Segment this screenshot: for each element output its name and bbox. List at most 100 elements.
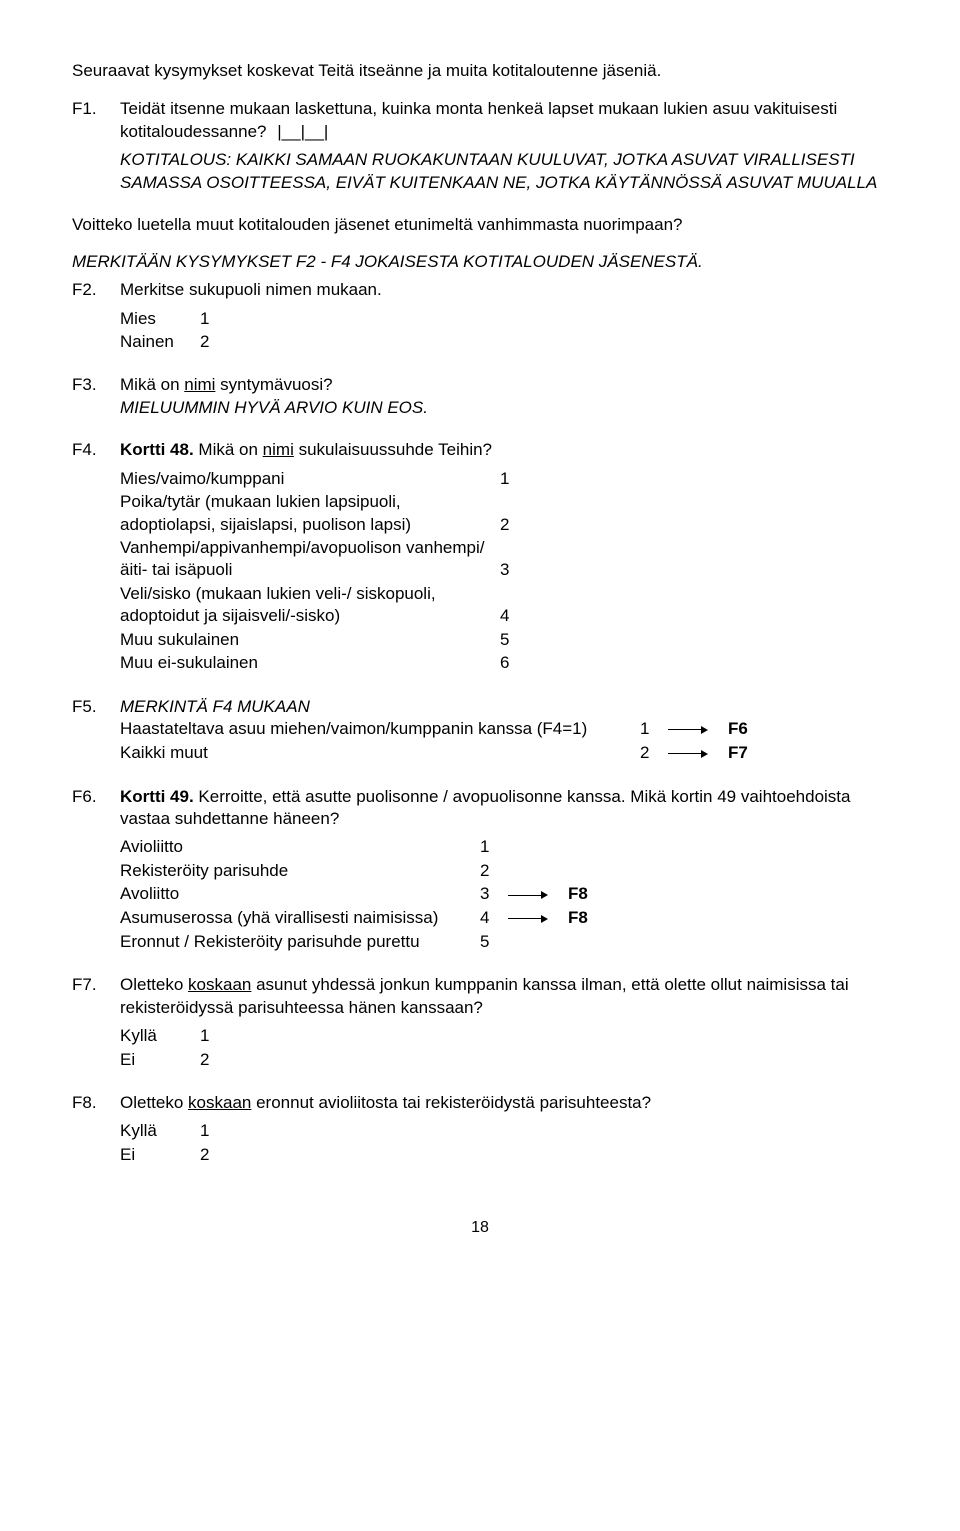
option-number: 1 [200,1025,228,1048]
question-text: Oletteko koskaan eronnut avioliitosta ta… [120,1093,651,1112]
question-f3: F3. Mikä on nimi syntymävuosi? MIELUUMMI… [72,374,888,419]
option-row: Mies/vaimo/kumppani1 [120,468,528,491]
text-fragment: Kerroitte, että asutte puolisonne / avop… [120,787,850,828]
option-text: Avoliitto [120,883,480,907]
question-text: Mikä on nimi syntymävuosi? [120,375,333,394]
option-number: 5 [480,931,508,954]
options-f2: Mies 1 Nainen 2 [120,308,228,355]
option-text: Avioliitto [120,836,480,859]
question-f4: F4. Kortti 48. Mikä on nimi sukulaisuuss… [72,439,888,675]
option-row: Ei2 [120,1049,228,1072]
option-text: Poika/tytär (mukaan lukien lapsipuoli, a… [120,491,500,537]
question-text: Merkitse sukupuoli nimen mukaan. [120,279,888,301]
option-row: Kyllä1 [120,1025,228,1048]
underlined: koskaan [188,1093,251,1112]
text-fragment: Mikä on [120,375,184,394]
card-ref: Kortti 49. [120,787,194,806]
page-number: 18 [72,1217,888,1238]
goto-label: F7 [728,742,748,766]
option-number: 1 [200,308,228,331]
question-label: F5. [72,696,120,766]
option-text: Haastateltava asuu miehen/vaimon/kumppan… [120,718,640,742]
option-row: Veli/sisko (mukaan lukien veli-/ siskopu… [120,583,528,629]
routing-f5: Haastateltava asuu miehen/vaimon/kumppan… [120,718,748,765]
question-text: Oletteko koskaan asunut yhdessä jonkun k… [120,975,849,1016]
option-text: Muu ei-sukulainen [120,652,500,675]
text-fragment: eronnut avioliitosta tai rekisteröidystä… [251,1093,651,1112]
option-text: Kaikki muut [120,742,640,766]
option-number: 3 [480,883,508,907]
option-text: Kyllä [120,1025,200,1048]
arrow-icon [668,718,728,742]
goto-label: F6 [728,718,748,742]
option-number: 1 [500,468,528,491]
option-row: Asumuserossa (yhä virallisesti naimisiss… [120,907,588,931]
intro-text: Seuraavat kysymykset koskevat Teitä itse… [72,60,888,82]
question-f1: F1. Teidät itsenne mukaan laskettuna, ku… [72,98,888,194]
routing-row: Kaikki muut 2 F7 [120,742,748,766]
option-number: 6 [500,652,528,675]
question-label: F1. [72,98,120,194]
text-fragment: Oletteko [120,975,188,994]
option-text: Veli/sisko (mukaan lukien veli-/ siskopu… [120,583,500,629]
option-row: Avoliitto3 F8 [120,883,588,907]
option-row: Kyllä1 [120,1120,228,1143]
option-row: Ei2 [120,1144,228,1167]
option-row: Muu ei-sukulainen6 [120,652,528,675]
option-number: 1 [640,718,668,742]
underlined: nimi [263,440,294,459]
options-f6: Avioliitto1 Rekisteröity parisuhde2 Avol… [120,836,588,954]
option-number: 4 [500,583,528,629]
option-row: Vanhempi/appivanhempi/avopuolison vanhem… [120,537,528,583]
option-number: 2 [480,860,508,883]
text-fragment: Oletteko [120,1093,188,1112]
option-number: 2 [200,1049,228,1072]
options-f4: Mies/vaimo/kumppani1 Poika/tytär (mukaan… [120,468,528,676]
text-fragment: syntymävuosi? [215,375,332,394]
option-number: 2 [640,742,668,766]
option-text: Mies [120,308,200,331]
question-label: F3. [72,374,120,419]
goto-label: F8 [568,883,588,907]
arrow-icon [668,742,728,766]
option-row: Nainen 2 [120,331,228,354]
option-number: 1 [200,1120,228,1143]
option-number: 2 [200,331,228,354]
question-f2: F2. Merkitse sukupuoli nimen mukaan. Mie… [72,279,888,354]
interviewer-note: KOTITALOUS: KAIKKI SAMAAN RUOKAKUNTAAN K… [120,149,888,194]
question-label: F4. [72,439,120,675]
interviewer-note: MIELUUMMIN HYVÄ ARVIO KUIN EOS. [120,397,888,419]
text-fragment: sukulaisuussuhde Teihin? [294,440,492,459]
arrow-icon [508,883,568,907]
option-text: Ei [120,1144,200,1167]
question-text: Kortti 48. Mikä on nimi sukulaisuussuhde… [120,440,492,459]
arrow-icon [508,907,568,931]
routing-row: Haastateltava asuu miehen/vaimon/kumppan… [120,718,748,742]
question-text: Kortti 49. Kerroitte, että asutte puolis… [120,787,850,828]
option-row: Avioliitto1 [120,836,588,859]
option-text: Kyllä [120,1120,200,1143]
question-label: F6. [72,786,120,955]
option-text: Rekisteröity parisuhde [120,860,480,883]
option-text: Ei [120,1049,200,1072]
options-f7: Kyllä1 Ei2 [120,1025,228,1072]
question-label: F8. [72,1092,120,1167]
goto-label: F8 [568,907,588,931]
option-number: 5 [500,629,528,652]
list-members-prompt: Voitteko luetella muut kotitalouden jäse… [72,214,888,236]
question-f6: F6. Kortti 49. Kerroitte, että asutte pu… [72,786,888,955]
card-ref: Kortti 48. [120,440,194,459]
options-f8: Kyllä1 Ei2 [120,1120,228,1167]
option-row: Mies 1 [120,308,228,331]
option-row: Poika/tytär (mukaan lukien lapsipuoli, a… [120,491,528,537]
option-row: Eronnut / Rekisteröity parisuhde purettu… [120,931,588,954]
option-text: Vanhempi/appivanhempi/avopuolison vanhem… [120,537,500,583]
mark-note: MERKITÄÄN KYSYMYKSET F2 - F4 JOKAISESTA … [72,251,888,273]
option-number: 3 [500,537,528,583]
question-f7: F7. Oletteko koskaan asunut yhdessä jonk… [72,974,888,1072]
option-number: 2 [200,1144,228,1167]
option-text: Asumuserossa (yhä virallisesti naimisiss… [120,907,480,931]
option-row: Rekisteröity parisuhde2 [120,860,588,883]
question-label: F2. [72,279,120,354]
option-text: Mies/vaimo/kumppani [120,468,500,491]
